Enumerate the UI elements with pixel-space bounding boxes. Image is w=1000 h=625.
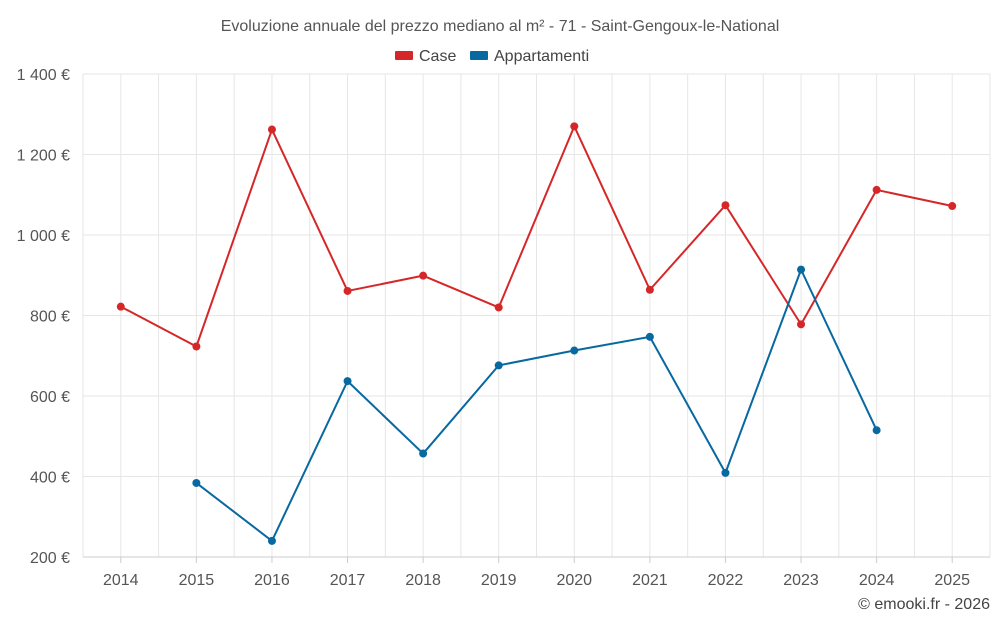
data-point-case[interactable] <box>494 303 503 312</box>
data-point-appartamenti[interactable] <box>721 468 730 477</box>
data-point-appartamenti[interactable] <box>797 265 806 274</box>
data-point-case[interactable] <box>343 286 352 295</box>
legend-item-case[interactable]: Case <box>395 48 456 65</box>
x-tick-label: 2024 <box>859 572 895 589</box>
data-point-appartamenti[interactable] <box>570 346 579 355</box>
data-point-case[interactable] <box>570 122 579 131</box>
x-tick-label: 2025 <box>934 572 970 589</box>
x-tick-label: 2016 <box>254 572 290 589</box>
data-point-appartamenti[interactable] <box>494 361 503 370</box>
x-tick-label: 2015 <box>179 572 215 589</box>
data-point-appartamenti[interactable] <box>645 332 654 341</box>
y-tick-label: 800 € <box>30 309 70 326</box>
y-tick-label: 1 200 € <box>17 148 70 165</box>
series-line-case <box>120 125 953 348</box>
data-point-case[interactable] <box>645 285 654 294</box>
x-tick-label: 2023 <box>783 572 819 589</box>
y-tick-label: 400 € <box>30 470 70 487</box>
x-tick-label: 2014 <box>103 572 139 589</box>
data-point-appartamenti[interactable] <box>343 377 352 386</box>
credit-text: © emooki.fr - 2026 <box>858 596 990 613</box>
x-tick-label: 2020 <box>556 572 592 589</box>
x-tick-label: 2019 <box>481 572 517 589</box>
y-tick-label: 600 € <box>30 389 70 406</box>
legend-item-appartamenti[interactable]: Appartamenti <box>470 48 589 65</box>
data-point-case[interactable] <box>419 271 428 280</box>
x-tick-label: 2018 <box>405 572 441 589</box>
data-point-appartamenti[interactable] <box>267 536 276 545</box>
data-point-case[interactable] <box>797 320 806 329</box>
series <box>116 122 957 545</box>
data-point-appartamenti[interactable] <box>192 478 201 487</box>
chart-title: Evoluzione annuale del prezzo mediano al… <box>221 18 780 35</box>
data-point-appartamenti[interactable] <box>872 426 881 435</box>
legend-label-appartamenti: Appartamenti <box>494 48 589 65</box>
x-tick-label: 2022 <box>708 572 744 589</box>
data-point-case[interactable] <box>872 185 881 194</box>
y-tick-label: 1 000 € <box>17 228 70 245</box>
data-point-case[interactable] <box>116 302 125 311</box>
x-tick-label: 2017 <box>330 572 366 589</box>
x-tick-label: 2021 <box>632 572 668 589</box>
legend-swatch-appartamenti <box>470 51 488 60</box>
data-point-appartamenti[interactable] <box>419 449 428 458</box>
y-tick-label: 200 € <box>30 550 70 567</box>
legend-swatch-case <box>395 51 413 60</box>
grid <box>82 73 991 557</box>
data-point-case[interactable] <box>721 201 730 210</box>
series-case <box>116 122 957 351</box>
series-appartamenti <box>192 265 881 545</box>
axes: 200 € 400 € 600 € 800 € 1 000 € 1 200 € 1 400 … <box>17 67 990 589</box>
legend: Case Appartamenti <box>395 48 589 65</box>
data-point-case[interactable] <box>948 202 957 211</box>
legend-label-case: Case <box>419 48 456 65</box>
y-tick-label: 1 400 € <box>17 67 70 84</box>
data-point-case[interactable] <box>267 125 276 134</box>
data-point-case[interactable] <box>192 342 201 351</box>
series-line-appartamenti <box>195 268 878 542</box>
